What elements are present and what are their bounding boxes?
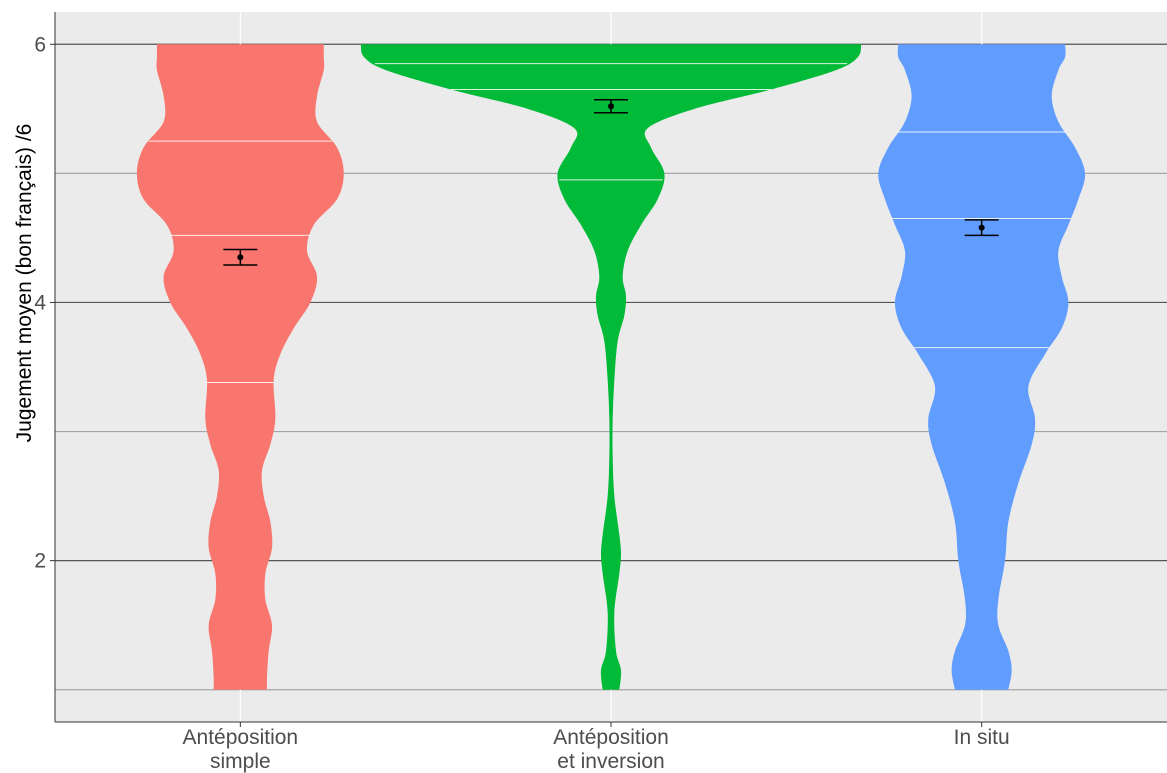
violin-group bbox=[878, 44, 1086, 690]
y-tick-label: 2 bbox=[34, 550, 46, 573]
violins bbox=[136, 44, 1086, 690]
violin-group bbox=[136, 44, 344, 690]
y-axis-title: Jugement moyen (bon français) /6 bbox=[13, 124, 36, 443]
mean-point bbox=[237, 254, 244, 261]
y-tick-label: 4 bbox=[34, 291, 46, 314]
y-tick-label: 6 bbox=[34, 33, 46, 56]
violin-shape bbox=[136, 44, 344, 690]
violin-shape bbox=[878, 44, 1086, 690]
violin-shape bbox=[360, 44, 862, 690]
mean-point bbox=[978, 224, 985, 231]
x-axis: Antéposition simple Antéposition et inversi… bbox=[55, 721, 1167, 773]
violin-group bbox=[360, 44, 862, 690]
mean-point bbox=[608, 103, 614, 110]
x-tick-label: Antéposition simple bbox=[183, 726, 299, 773]
y-axis: 2 4 6 bbox=[34, 12, 56, 722]
x-tick-label: Antéposition et inversion bbox=[553, 726, 669, 773]
x-tick-label: In situ bbox=[954, 726, 1010, 749]
